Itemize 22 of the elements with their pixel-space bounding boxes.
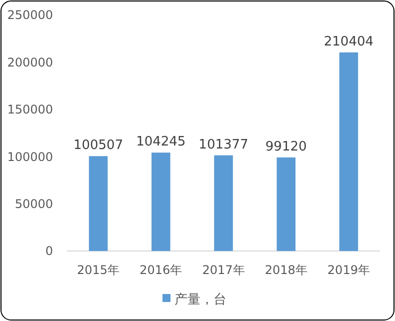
y-tick-label: 250000 xyxy=(7,8,53,22)
data-label: 210404 xyxy=(324,34,374,50)
bar xyxy=(214,155,233,251)
y-tick-label: 150000 xyxy=(7,102,53,117)
y-tick-label: 50000 xyxy=(14,197,53,211)
bar xyxy=(152,152,170,251)
x-tick-label: 2017年 xyxy=(202,263,245,277)
data-label: 100507 xyxy=(73,138,124,154)
data-label: 101377 xyxy=(198,137,248,152)
x-tick-label: 2015年 xyxy=(77,263,120,277)
y-tick-label: 100000 xyxy=(7,150,53,164)
data-label: 104245 xyxy=(136,134,186,150)
y-tick-label: 0 xyxy=(45,244,53,258)
x-tick-label: 2019年 xyxy=(327,263,370,277)
bar xyxy=(276,157,296,251)
y-tick-label: 200000 xyxy=(7,55,53,70)
bar xyxy=(88,156,108,251)
x-tick-label: 2018年 xyxy=(264,263,308,277)
x-tick-label: 2016年 xyxy=(140,263,182,277)
legend-label: 产量，台 xyxy=(174,292,226,308)
data-label: 99120 xyxy=(265,139,307,154)
bar xyxy=(339,52,358,251)
